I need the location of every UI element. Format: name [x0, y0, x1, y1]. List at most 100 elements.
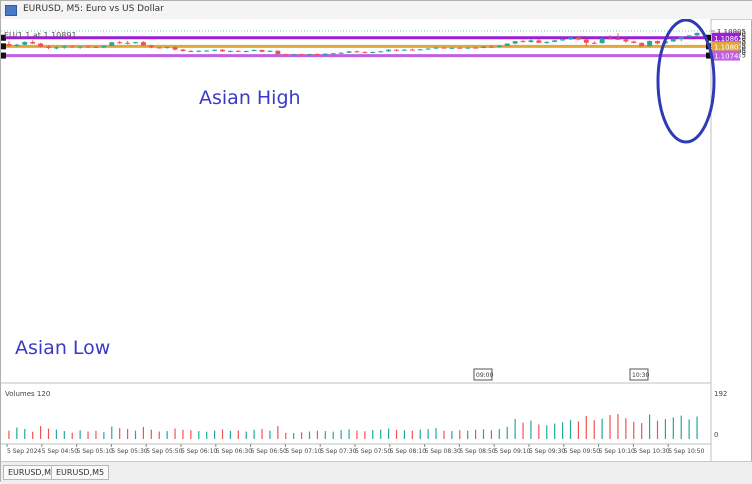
- candle-body: [678, 36, 684, 39]
- candle-body: [599, 38, 605, 44]
- candle-body: [299, 54, 305, 56]
- candle-body: [544, 41, 550, 43]
- candle-body: [623, 39, 629, 42]
- asian-low-price-label: 1.10748: [714, 53, 743, 61]
- candle-body: [655, 41, 660, 44]
- candle-body: [370, 51, 376, 53]
- chart-tabs-bar: EURUSD,M5 EURUSD,M5: [1, 461, 752, 484]
- candle-body: [322, 53, 328, 56]
- candle-body: [61, 46, 67, 48]
- candle-body: [77, 46, 83, 48]
- session-marker-box[interactable]: [629, 368, 649, 381]
- candle-body: [560, 39, 566, 41]
- asian-low-handle-right[interactable]: [706, 52, 711, 59]
- candle-body: [204, 50, 210, 52]
- asian-high-handle-left[interactable]: [1, 34, 6, 41]
- x-tick-label: 5 Sep 07:50: [355, 448, 391, 455]
- candle-body: [528, 40, 534, 42]
- candle-body: [552, 40, 558, 42]
- candle-body: [125, 42, 131, 44]
- chart-window-icon: [5, 5, 17, 16]
- candle-body: [378, 51, 384, 53]
- candle-body: [473, 47, 479, 49]
- candle-body: [536, 40, 542, 43]
- x-tick-label: 5 Sep 07:10: [285, 448, 321, 455]
- candle-body: [465, 47, 471, 49]
- y-tick-label: 1.10905: [717, 28, 746, 36]
- candle-body: [133, 42, 138, 44]
- x-tick-label: 5 Sep 07:30: [320, 448, 356, 455]
- x-tick-label: 5 Sep 05:50: [146, 448, 182, 455]
- candle-body: [164, 47, 170, 49]
- x-tick-label: 5 Sep 04:50: [42, 448, 78, 455]
- candle-body: [631, 41, 637, 43]
- candle-body: [639, 42, 645, 47]
- asian-session-level-price-label: 1.10807: [714, 43, 743, 51]
- candle-body: [504, 43, 510, 46]
- x-tick-label: 5 Sep 10:50: [668, 448, 704, 455]
- candle-body: [140, 42, 146, 46]
- asian-session-level-handle-left[interactable]: [1, 43, 6, 50]
- asian-low-annotation: Asian Low: [15, 337, 111, 359]
- volume-axis-min: 0: [714, 431, 718, 439]
- highlight-ellipse: [656, 19, 716, 144]
- x-tick-label: 5 Sep 09:30: [529, 448, 565, 455]
- candle-body: [481, 46, 486, 48]
- candle-body: [338, 52, 344, 54]
- candle-body: [362, 52, 368, 54]
- candle-body: [283, 54, 289, 56]
- candle-body: [30, 41, 36, 44]
- candle-body: [53, 47, 59, 49]
- candle-body: [259, 49, 265, 52]
- volume-axis-max: 192: [714, 390, 727, 398]
- candle-body: [275, 50, 281, 55]
- candle-body: [568, 37, 573, 40]
- candle-body: [117, 42, 123, 44]
- volumes-label: Volumes 120: [5, 390, 50, 398]
- x-tick-label: 5 Sep 08:50: [459, 448, 495, 455]
- x-tick-label: 5 Sep 05:10: [77, 448, 113, 455]
- candle-body: [583, 39, 589, 43]
- candle-body: [109, 42, 115, 46]
- candle-body: [694, 32, 700, 36]
- x-tick-label: 5 Sep 2024: [7, 448, 41, 455]
- x-tick-label: 5 Sep 09:10: [494, 448, 530, 455]
- candle-body: [386, 49, 392, 52]
- x-tick-label: 5 Sep 10:30: [633, 448, 669, 455]
- candle-body: [615, 38, 621, 40]
- candle-body: [417, 49, 423, 51]
- candle-body: [346, 51, 352, 53]
- chart-tab-1[interactable]: EURUSD,M5: [3, 465, 62, 480]
- candle-body: [670, 38, 676, 42]
- session-marker-label: 10:30: [632, 372, 649, 379]
- price-chart[interactable]: 1.109051.108901.108751.108601.108451.108…: [1, 19, 752, 461]
- x-tick-label: 5 Sep 06:30: [216, 448, 252, 455]
- asian-high-annotation: Asian High: [199, 87, 301, 109]
- session-marker-label: 09:00: [476, 372, 493, 379]
- x-tick-label: 5 Sep 08:10: [390, 448, 426, 455]
- candle-body: [227, 50, 233, 52]
- candle-body: [409, 49, 415, 51]
- candle-body: [212, 49, 218, 51]
- candle-body: [433, 47, 439, 49]
- candle-body: [441, 47, 447, 49]
- candle-body: [85, 46, 91, 48]
- x-tick-label: 5 Sep 06:50: [251, 448, 287, 455]
- candle-body: [488, 46, 494, 48]
- candle-body: [46, 46, 51, 48]
- candle-body: [607, 38, 613, 40]
- candle-body: [449, 47, 455, 49]
- candle-body: [307, 54, 312, 55]
- asian-low-handle-left[interactable]: [1, 52, 6, 59]
- candle-body: [354, 51, 360, 53]
- asian-session-level-price-tag: [712, 41, 740, 52]
- candle-body: [196, 50, 202, 52]
- candle-body: [22, 41, 28, 45]
- candle-body: [647, 41, 653, 47]
- candle-body: [220, 49, 225, 52]
- chart-tab-2[interactable]: EURUSD,M5: [51, 465, 110, 480]
- asian-high-handle-right[interactable]: [706, 34, 711, 41]
- session-marker-box[interactable]: [473, 368, 493, 381]
- candle-body: [291, 54, 297, 56]
